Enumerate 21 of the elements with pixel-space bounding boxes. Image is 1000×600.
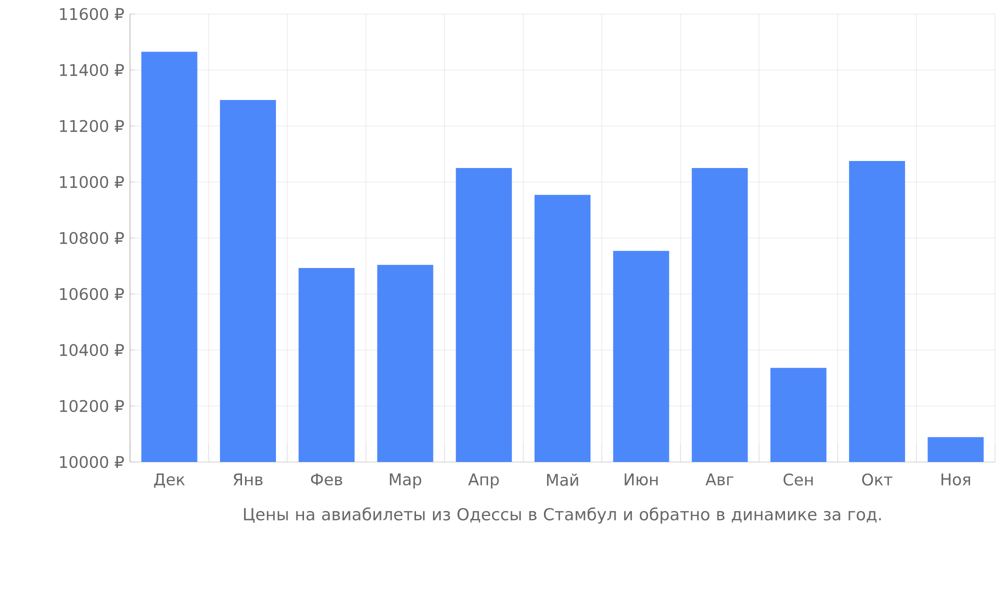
x-tick-label: Июн <box>624 474 658 486</box>
x-tick-label: Май <box>547 474 578 486</box>
y-tick-label: 10000 ₽ <box>60 456 124 468</box>
y-tick-label: 11400 ₽ <box>60 64 124 76</box>
y-tick-label: 10200 ₽ <box>60 400 124 412</box>
x-tick-label: Ноя <box>942 474 970 486</box>
x-tick-label: Авг <box>706 474 734 486</box>
y-tick-label: 11600 ₽ <box>60 8 124 20</box>
y-tick-label: 10400 ₽ <box>60 344 124 356</box>
x-tick-label: Дек <box>154 474 185 488</box>
x-tick-label: Янв <box>234 474 263 486</box>
y-tick-label: 11000 ₽ <box>60 176 124 188</box>
x-tick-label: Фев <box>311 474 342 486</box>
x-tick-label: Сен <box>784 474 813 486</box>
x-tick-label: Апр <box>468 474 499 489</box>
y-tick-label: 10800 ₽ <box>60 232 124 244</box>
x-axis-title: Цены на авиабилеты из Одессы в Стамбул и обратно в динамике за год. <box>244 507 881 524</box>
y-tick-label: 10600 ₽ <box>60 288 124 300</box>
y-tick-label: 11200 ₽ <box>60 120 124 132</box>
x-tick-label: Окт <box>862 474 892 486</box>
x-tick-label: Мар <box>390 474 422 489</box>
